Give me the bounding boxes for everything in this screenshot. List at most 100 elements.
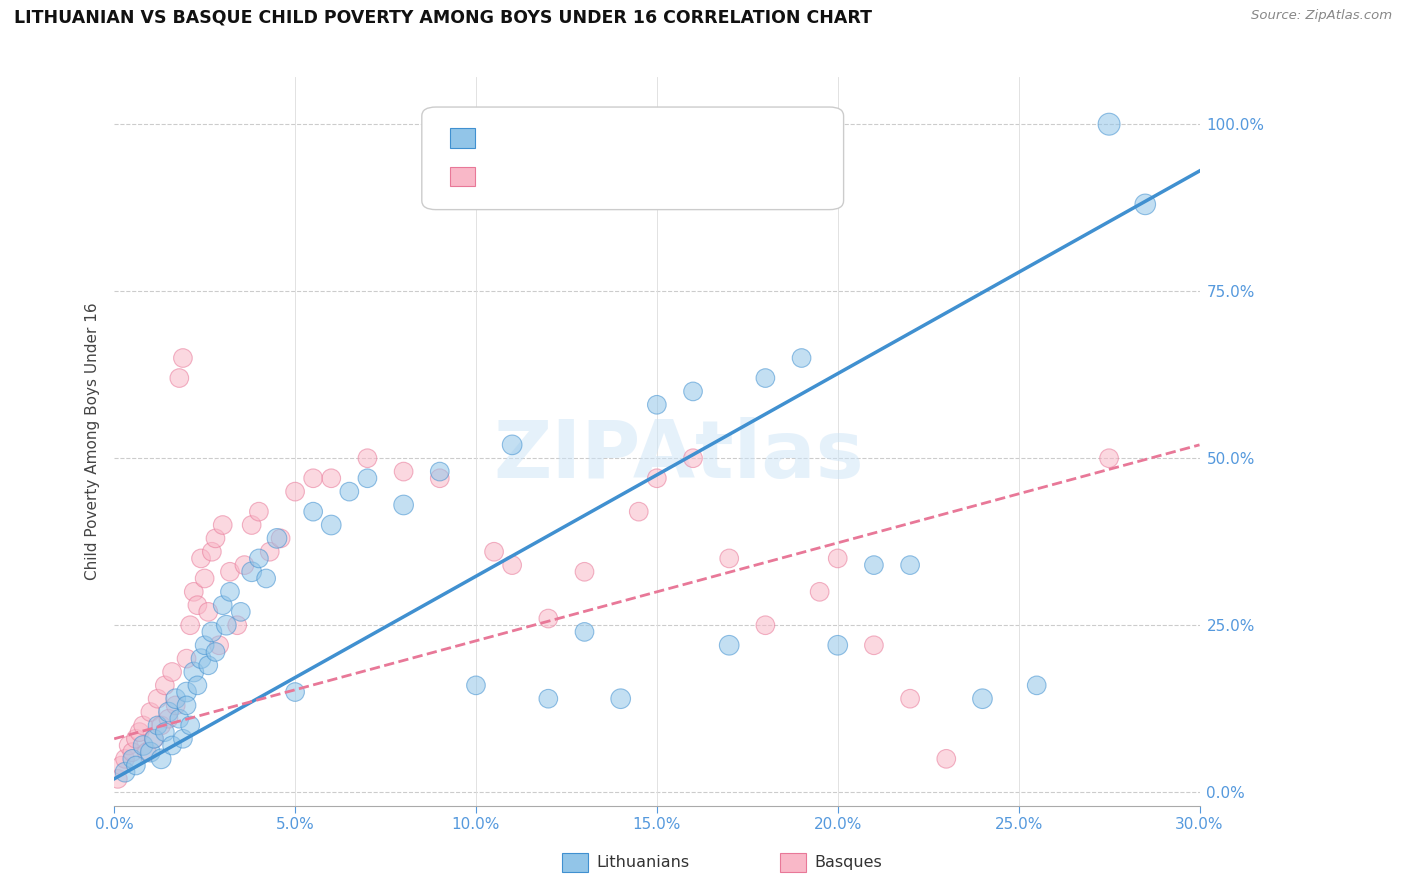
Point — [1135, 197, 1157, 211]
Point — [429, 465, 451, 479]
Point — [150, 718, 173, 732]
Point — [169, 712, 191, 726]
Point — [247, 505, 270, 519]
Point — [132, 739, 155, 753]
Text: R = 0.431: R = 0.431 — [484, 168, 582, 186]
Point — [321, 518, 343, 533]
Point — [135, 745, 157, 759]
Point — [157, 705, 180, 719]
Point — [179, 618, 201, 632]
Point — [172, 351, 194, 365]
Point — [146, 691, 169, 706]
Point — [197, 658, 219, 673]
Point — [201, 624, 224, 639]
Point — [270, 532, 292, 546]
Point — [183, 665, 205, 679]
Point — [176, 685, 198, 699]
Point — [790, 351, 813, 365]
Point — [574, 565, 596, 579]
Point — [139, 745, 162, 759]
Point — [609, 691, 631, 706]
Point — [219, 584, 242, 599]
Point — [194, 638, 217, 652]
Point — [204, 532, 226, 546]
Point — [259, 545, 281, 559]
Point — [537, 691, 560, 706]
Point — [146, 718, 169, 732]
Text: ZIPAtlas: ZIPAtlas — [494, 417, 863, 495]
Point — [211, 518, 233, 533]
Point — [465, 678, 488, 692]
Point — [150, 752, 173, 766]
Point — [284, 484, 307, 499]
Point — [284, 685, 307, 699]
Text: LITHUANIAN VS BASQUE CHILD POVERTY AMONG BOYS UNDER 16 CORRELATION CHART: LITHUANIAN VS BASQUE CHILD POVERTY AMONG… — [14, 9, 872, 27]
Text: N = 56: N = 56 — [654, 129, 721, 147]
Point — [1098, 117, 1121, 131]
Point — [160, 739, 183, 753]
Point — [118, 739, 141, 753]
Point — [754, 371, 776, 385]
Point — [128, 725, 150, 739]
Point — [537, 611, 560, 625]
Point — [718, 638, 741, 652]
Point — [160, 665, 183, 679]
Point — [121, 752, 143, 766]
Point — [183, 584, 205, 599]
Point — [190, 551, 212, 566]
Point — [392, 465, 415, 479]
Point — [501, 438, 523, 452]
Point — [143, 731, 166, 746]
Point — [208, 638, 231, 652]
Point — [266, 532, 288, 546]
Point — [201, 545, 224, 559]
Point — [197, 605, 219, 619]
Point — [143, 731, 166, 746]
Point — [165, 698, 187, 713]
Point — [121, 745, 143, 759]
Point — [356, 451, 378, 466]
Text: Lithuanians: Lithuanians — [596, 855, 689, 870]
Point — [935, 752, 957, 766]
Point — [176, 651, 198, 665]
Point — [247, 551, 270, 566]
Text: R = 0.662: R = 0.662 — [484, 129, 582, 147]
Point — [827, 551, 849, 566]
Point — [645, 398, 668, 412]
Point — [254, 572, 277, 586]
Point — [501, 558, 523, 573]
Point — [429, 471, 451, 485]
Point — [682, 384, 704, 399]
Point — [114, 765, 136, 780]
Text: Source: ZipAtlas.com: Source: ZipAtlas.com — [1251, 9, 1392, 22]
Point — [718, 551, 741, 566]
Point — [233, 558, 256, 573]
Point — [219, 565, 242, 579]
Point — [179, 718, 201, 732]
Point — [204, 645, 226, 659]
Point — [392, 498, 415, 512]
Point — [898, 691, 921, 706]
Y-axis label: Child Poverty Among Boys Under 16: Child Poverty Among Boys Under 16 — [86, 302, 100, 581]
Point — [627, 505, 650, 519]
Point — [863, 638, 886, 652]
Point — [898, 558, 921, 573]
Point — [337, 484, 360, 499]
Point — [808, 584, 831, 599]
Point — [827, 638, 849, 652]
Point — [190, 651, 212, 665]
Point — [302, 471, 325, 485]
Point — [356, 471, 378, 485]
Point — [215, 618, 238, 632]
Point — [139, 705, 162, 719]
Point — [863, 558, 886, 573]
Point — [132, 718, 155, 732]
Point — [110, 758, 132, 772]
Point — [482, 545, 505, 559]
Text: N = 58: N = 58 — [654, 168, 721, 186]
Point — [754, 618, 776, 632]
Point — [176, 698, 198, 713]
Point — [321, 471, 343, 485]
Point — [153, 725, 176, 739]
Point — [240, 518, 263, 533]
